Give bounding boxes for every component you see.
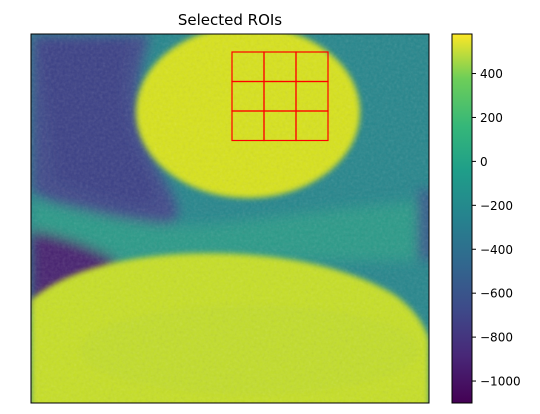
colorbar-tick-label: −1000 xyxy=(480,375,521,389)
colorbar-tick-label: 400 xyxy=(480,67,503,81)
colorbar-tick-label: 200 xyxy=(480,111,503,125)
colorbar-ticks: 400 200 0 −200 −400 −600 −800 −1000 xyxy=(472,67,521,389)
heatmap-image xyxy=(31,26,434,410)
colorbar-tick-label: −600 xyxy=(480,287,513,301)
colorbar-tick-label: −800 xyxy=(480,331,513,345)
colorbar xyxy=(452,34,472,403)
colorbar-tick-label: −400 xyxy=(480,243,513,257)
chart-title: Selected ROIs xyxy=(178,11,282,29)
heatmap-noise-overlay xyxy=(31,34,429,403)
colorbar-tick-label: −200 xyxy=(480,199,513,213)
colorbar-tick-label: 0 xyxy=(480,155,488,169)
